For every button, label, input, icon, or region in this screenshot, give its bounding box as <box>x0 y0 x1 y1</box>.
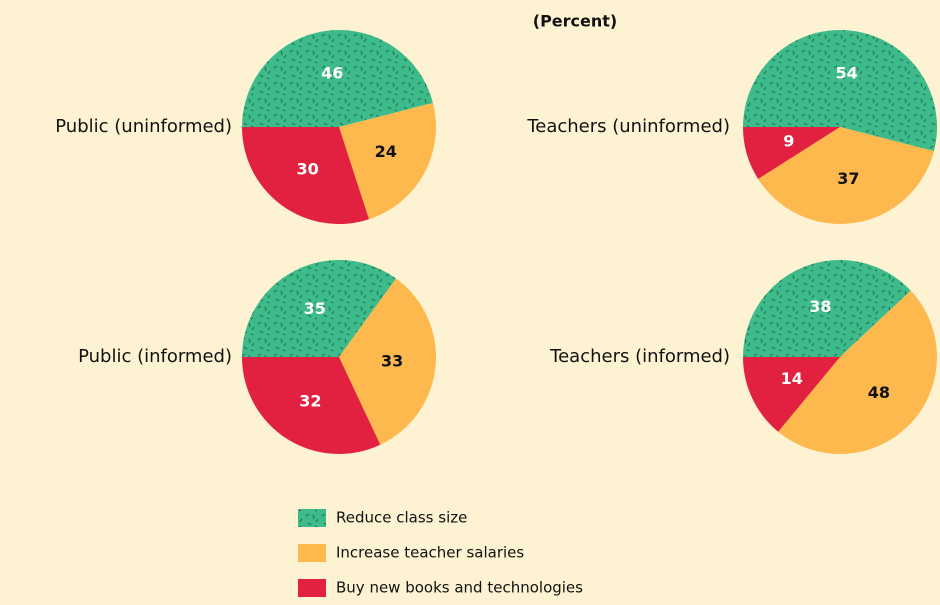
slice-label: 38 <box>809 297 831 316</box>
pie-slice <box>242 30 433 127</box>
slice-label: 33 <box>381 352 403 371</box>
pie-slice <box>743 357 840 432</box>
slice-label: 54 <box>836 64 858 83</box>
slice-label: 30 <box>297 160 319 179</box>
legend-label: Reduce class size <box>336 509 467 527</box>
pie-slice <box>743 259 911 357</box>
pie-slice <box>758 127 934 224</box>
legend-label: Increase teacher salaries <box>336 544 524 562</box>
legend-label: Buy new books and technologies <box>336 579 583 597</box>
slice-label: 37 <box>837 169 859 188</box>
pie-slice <box>242 357 381 454</box>
slice-label: 24 <box>375 142 397 161</box>
slice-label: 32 <box>299 392 321 411</box>
pie-title: Public (informed) <box>78 346 232 367</box>
legend-swatch <box>298 579 326 597</box>
slice-label: 9 <box>783 131 794 150</box>
pie-slice <box>339 278 436 445</box>
pie-slice <box>778 290 937 454</box>
pie-title: Teachers (informed) <box>549 346 730 367</box>
slice-label: 48 <box>868 383 890 402</box>
pie-slice <box>242 260 397 357</box>
pie-title: Public (uninformed) <box>55 116 232 137</box>
subtitle: (Percent) <box>533 12 617 31</box>
pie-title: Teachers (uninformed) <box>526 116 730 137</box>
pie-slice <box>242 127 369 224</box>
pie-slice <box>339 102 436 220</box>
slice-label: 14 <box>781 369 803 388</box>
slice-label: 35 <box>304 299 326 318</box>
pie-slice <box>743 127 840 179</box>
legend-swatch <box>298 544 326 562</box>
slice-label: 46 <box>321 64 343 83</box>
legend-swatch <box>298 509 326 527</box>
pie-slice <box>743 30 937 152</box>
